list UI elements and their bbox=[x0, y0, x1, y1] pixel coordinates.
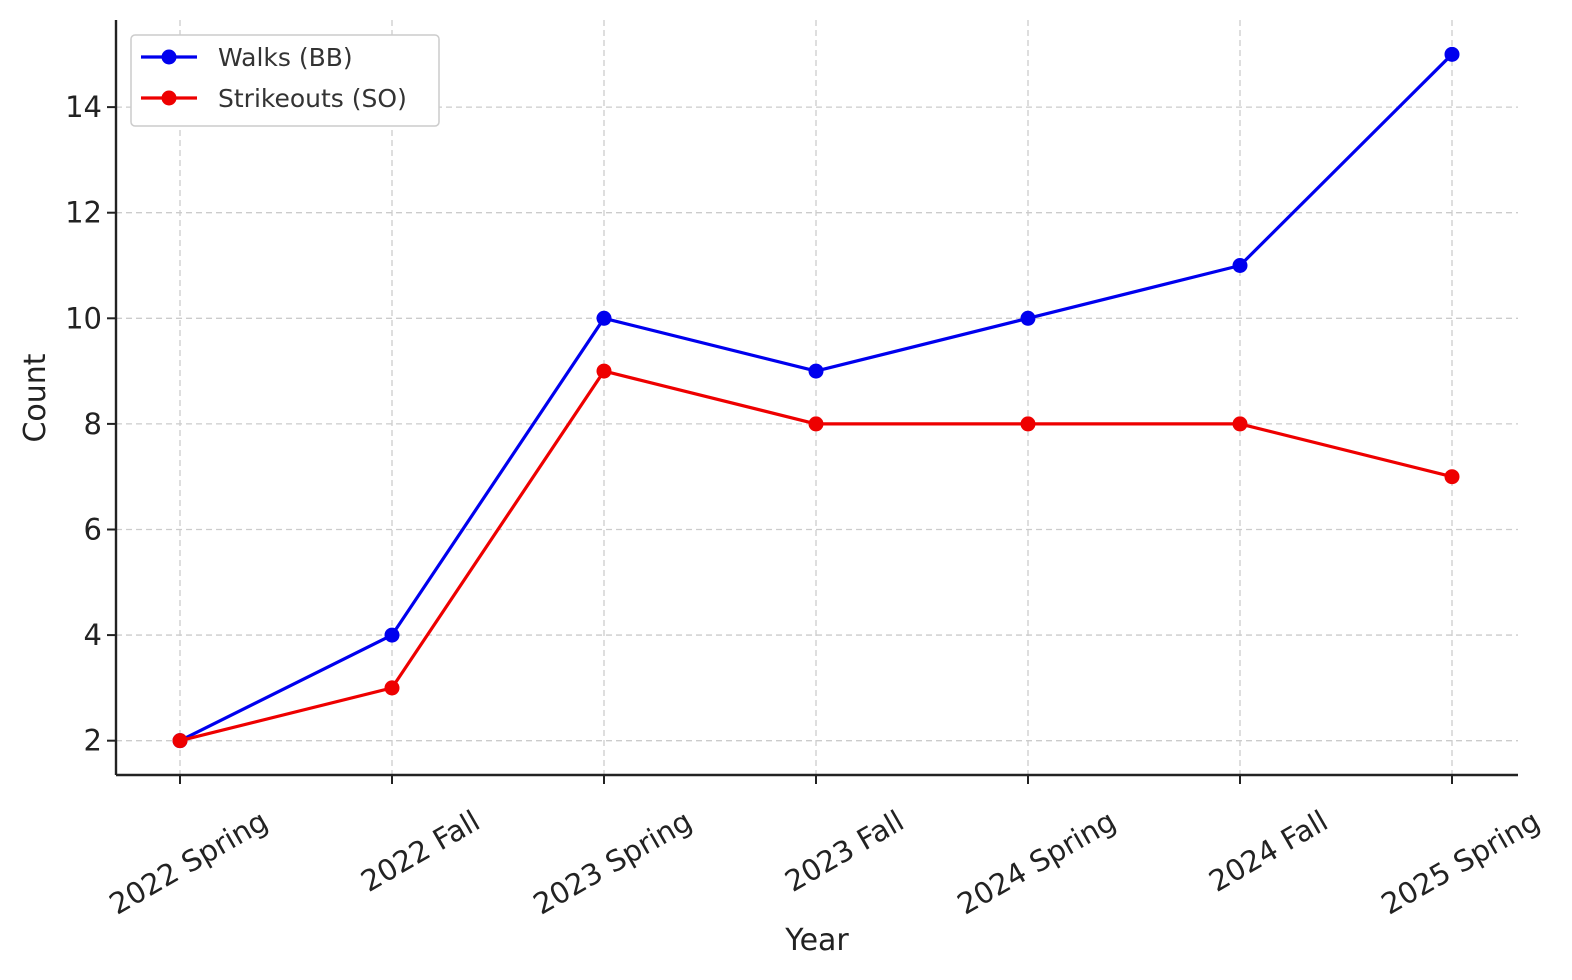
legend-label-walks-bb: Walks (BB) bbox=[218, 43, 353, 72]
data-point-strikeouts-so bbox=[808, 416, 824, 432]
data-point-walks-bb bbox=[1444, 46, 1460, 62]
legend-marker-walks-bb bbox=[161, 49, 177, 65]
x-tick-label: 2024 Spring bbox=[952, 804, 1122, 922]
legend-marker-strikeouts-so bbox=[161, 90, 177, 106]
y-tick-label: 8 bbox=[84, 407, 102, 441]
data-point-walks-bb bbox=[808, 363, 824, 379]
legend: Walks (BB) Strikeouts (SO) bbox=[130, 34, 440, 127]
x-tick-label: 2022 Spring bbox=[104, 804, 274, 922]
data-point-strikeouts-so bbox=[172, 733, 188, 749]
data-point-walks-bb bbox=[384, 627, 400, 643]
legend-box bbox=[130, 34, 440, 127]
data-point-strikeouts-so bbox=[596, 363, 612, 379]
data-point-strikeouts-so bbox=[1232, 416, 1248, 432]
y-tick-label: 2 bbox=[84, 724, 102, 758]
y-axis-label: Count bbox=[18, 353, 53, 442]
data-point-strikeouts-so bbox=[1020, 416, 1036, 432]
x-tick-label: 2025 Spring bbox=[1376, 804, 1546, 922]
data-point-strikeouts-so bbox=[1444, 469, 1460, 485]
x-tick-label: 2023 Spring bbox=[528, 804, 698, 922]
y-tick-label: 6 bbox=[84, 512, 102, 546]
y-tick-label: 14 bbox=[65, 90, 102, 124]
series-line-walks-bb bbox=[179, 53, 1454, 743]
x-tick-label: 2022 Fall bbox=[355, 804, 485, 899]
x-gridlines bbox=[179, 20, 1453, 775]
x-axis-ticks: 2022 Spring 2022 Fall 2023 Spring 2023 Fall… bbox=[104, 775, 1546, 921]
y-axis-ticks: 2 4 6 8 10 12 14 bbox=[65, 90, 116, 758]
data-point-strikeouts-so bbox=[384, 680, 400, 696]
x-tick-label: 2023 Fall bbox=[779, 804, 909, 899]
data-point-walks-bb bbox=[1232, 258, 1248, 274]
y-tick-label: 12 bbox=[65, 196, 102, 230]
x-tick-label: 2024 Fall bbox=[1203, 804, 1333, 899]
legend-label-strikeouts-so: Strikeouts (SO) bbox=[218, 84, 407, 113]
y-tick-label: 10 bbox=[65, 301, 102, 335]
x-axis-label: Year bbox=[784, 923, 849, 958]
series-layer bbox=[172, 46, 1460, 749]
y-tick-label: 4 bbox=[84, 618, 102, 652]
data-point-walks-bb bbox=[1020, 310, 1036, 326]
data-point-walks-bb bbox=[596, 310, 612, 326]
